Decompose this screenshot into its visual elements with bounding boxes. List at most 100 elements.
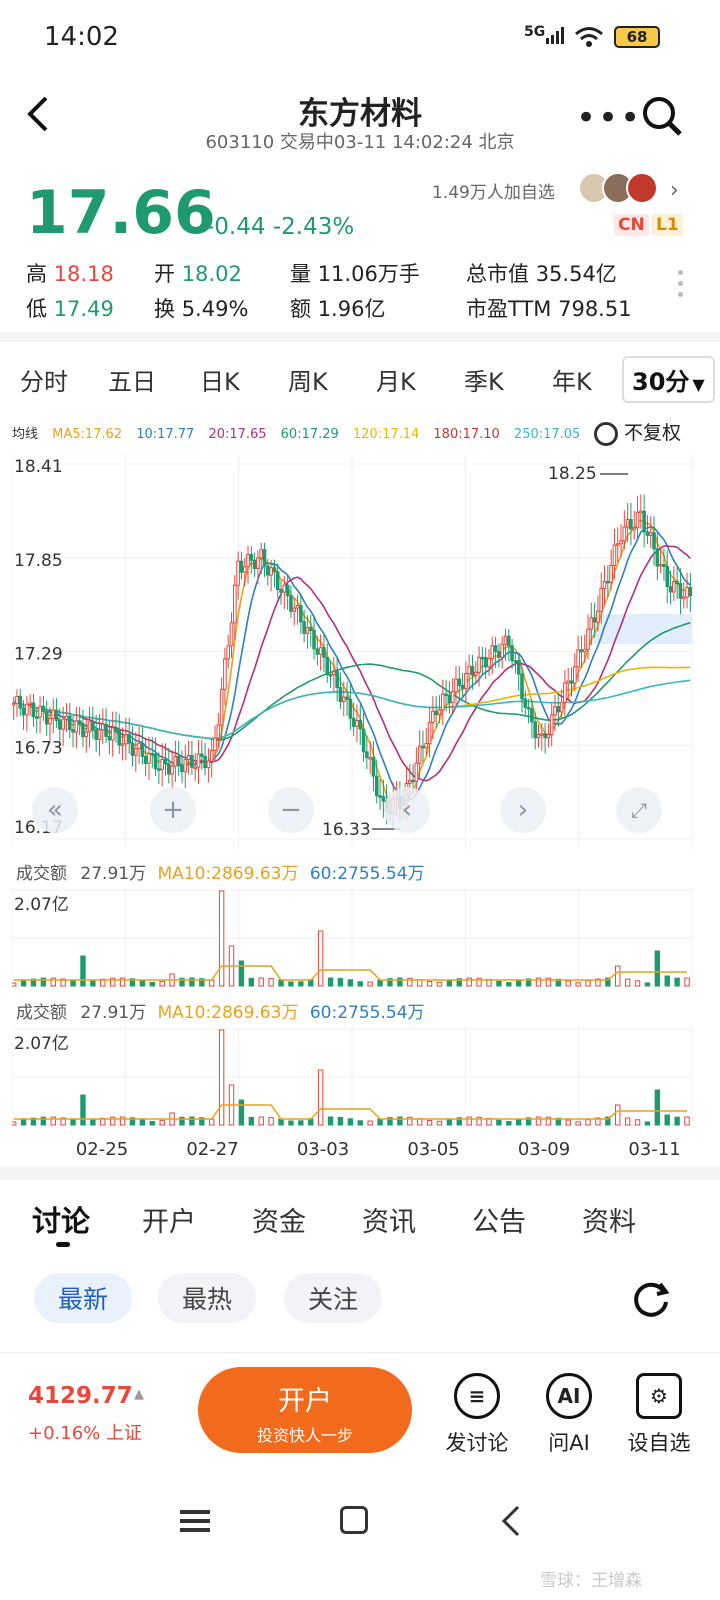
refresh-icon[interactable] xyxy=(630,1278,672,1324)
stock-title: 东方材料 xyxy=(298,96,422,132)
candle-body xyxy=(658,564,663,567)
watchlist-icon: ⚙ xyxy=(636,1373,682,1419)
candle-body xyxy=(312,630,316,650)
volume-bar xyxy=(40,977,47,987)
volume-bar xyxy=(209,979,215,987)
volume-bar xyxy=(545,1116,552,1126)
volume-chart-1[interactable]: 2.07亿 xyxy=(12,888,706,988)
search-icon[interactable] xyxy=(640,94,684,142)
volume-bar xyxy=(684,1116,690,1126)
content-tabs: 讨论 开户 资金 资讯 公告 资料 xyxy=(0,1190,720,1260)
home-icon[interactable] xyxy=(340,1506,368,1534)
tab-30min[interactable]: 30分 ▼ xyxy=(622,356,715,403)
volume-bar xyxy=(258,977,264,987)
candle-body xyxy=(219,688,224,726)
scroll-left-button[interactable]: « xyxy=(32,787,78,833)
volume-bar xyxy=(199,1117,205,1126)
candle-body xyxy=(186,754,191,761)
tab-week-k[interactable]: 周K xyxy=(288,368,328,396)
index-value[interactable]: 4129.77 xyxy=(28,1383,133,1409)
candle-body xyxy=(431,710,435,723)
volume-bar xyxy=(506,1121,512,1126)
candle-body xyxy=(21,707,26,716)
tab-five-day[interactable]: 五日 xyxy=(108,368,156,396)
candle-body xyxy=(302,621,306,634)
candle-body xyxy=(226,645,231,660)
candle-body xyxy=(681,596,686,600)
follower-avatars[interactable] xyxy=(578,172,662,204)
add-watchlist-button[interactable]: ⚙ 设自选 xyxy=(614,1373,704,1457)
more-icon[interactable]: ••• xyxy=(576,98,643,138)
candle-body xyxy=(615,543,620,546)
recent-apps-icon[interactable] xyxy=(180,1508,210,1538)
tab-fenshi[interactable]: 分时 xyxy=(20,368,68,396)
candle-body xyxy=(361,728,366,753)
tab-season-k[interactable]: 季K xyxy=(464,368,504,396)
tab-announcements[interactable]: 公告 xyxy=(472,1207,526,1238)
volume-bar xyxy=(209,1118,215,1126)
volume-bar xyxy=(90,980,96,987)
open-account-label: 开户 xyxy=(278,1386,332,1417)
chevron-right-icon[interactable]: › xyxy=(670,178,679,203)
restore-toggle[interactable]: 不复权 xyxy=(594,418,681,446)
candle-body xyxy=(242,566,247,573)
expand-dots-icon[interactable] xyxy=(678,270,684,297)
post-discussion-button[interactable]: ≡ 发讨论 xyxy=(432,1373,522,1457)
tab-profile[interactable]: 资料 xyxy=(582,1207,636,1238)
candle-body xyxy=(540,733,544,736)
candle-body xyxy=(685,587,689,598)
divider xyxy=(0,1166,720,1180)
stock-subtitle: 603110 交易中03-11 14:02:24 北京 xyxy=(205,132,515,153)
index-change[interactable]: +0.16% 上证 xyxy=(28,1423,142,1444)
volume-bar xyxy=(288,981,294,987)
zoom-in-button[interactable]: + xyxy=(150,787,196,833)
candle-body xyxy=(427,721,432,745)
filter-hot[interactable]: 最热 xyxy=(158,1273,256,1323)
volume-bar xyxy=(476,1116,482,1126)
volume-bar xyxy=(535,977,542,987)
candle-body xyxy=(48,717,52,725)
volume-bar xyxy=(288,1120,294,1126)
tab-year-k[interactable]: 年K xyxy=(552,368,592,396)
volume-bar xyxy=(605,1116,611,1126)
filter-following[interactable]: 关注 xyxy=(284,1273,382,1323)
candle-body xyxy=(411,779,415,783)
candle-body xyxy=(592,617,597,623)
ask-ai-button[interactable]: AI 问AI xyxy=(524,1373,614,1457)
tab-open-account[interactable]: 开户 xyxy=(142,1207,196,1238)
candle-body xyxy=(414,762,419,782)
candle-body xyxy=(434,710,438,716)
back-icon[interactable] xyxy=(24,95,50,137)
tab-day-k[interactable]: 日K xyxy=(200,368,240,396)
volume-bar xyxy=(60,978,66,987)
tab-funds[interactable]: 资金 xyxy=(252,1207,306,1238)
volume-bar xyxy=(525,1117,532,1126)
tab-discussion[interactable]: 讨论 xyxy=(32,1204,91,1238)
tab-month-k[interactable]: 月K xyxy=(376,368,416,396)
x-axis: 02-25 02-27 03-03 03-05 03-09 03-11 xyxy=(76,1139,681,1160)
candle-body xyxy=(67,715,72,731)
fullscreen-button[interactable]: ⤢ xyxy=(616,787,662,833)
volume-bar xyxy=(248,977,255,987)
volume-bar xyxy=(189,977,195,987)
candle-body xyxy=(157,768,161,771)
candle-body xyxy=(483,657,488,668)
candle-body xyxy=(180,765,184,773)
volume-chart-2[interactable]: 2.07亿 xyxy=(12,1027,706,1127)
open-account-button[interactable]: 开户 投资快人一步 xyxy=(198,1367,412,1453)
candle-body xyxy=(602,580,607,589)
tab-news[interactable]: 资讯 xyxy=(362,1207,416,1238)
zoom-out-button[interactable]: − xyxy=(268,787,314,833)
candle-body xyxy=(262,549,267,567)
candle-body xyxy=(285,584,290,597)
scroll-next-button[interactable]: › xyxy=(500,787,546,833)
scroll-prev-button[interactable]: ‹ xyxy=(384,787,430,833)
candle-body xyxy=(447,694,452,704)
candle-body xyxy=(444,693,448,697)
filter-latest[interactable]: 最新 xyxy=(34,1273,132,1323)
volume-value: 11.06万手 xyxy=(317,262,420,286)
volume-bar xyxy=(506,982,512,987)
followers-count[interactable]: 1.49万人加自选 xyxy=(432,183,555,203)
nav-back-icon[interactable] xyxy=(500,1504,522,1542)
